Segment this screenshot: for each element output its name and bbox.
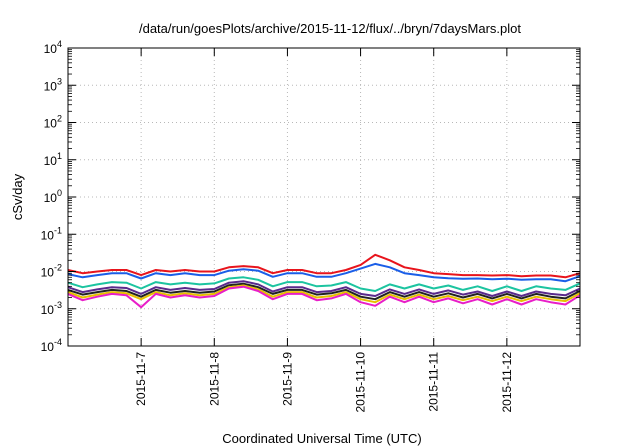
series-line-teal [67,276,581,292]
y-tick-label: 102 [44,114,62,131]
y-tick-label: 104 [44,39,62,56]
x-axis-label: Coordinated Universal Time (UTC) [222,431,421,446]
x-tick-label: 2015-11-7 [134,352,148,406]
axis-ticks [68,47,580,347]
y-tick-label: 100 [44,188,62,205]
series-line-yellow [67,284,581,304]
series-line-purple [67,280,581,297]
chart-title: /data/run/goesPlots/archive/2015-11-12/f… [139,21,521,36]
x-tick-label: 2015-11-8 [207,352,221,406]
y-tick-label: 10-1 [41,225,62,242]
x-tick-label: 2015-11-10 [354,352,368,413]
y-tick-label: 10-3 [41,300,62,317]
data-series [67,253,581,309]
y-tick-labels: 10-4 10-3 10-2 10-1 100 101 102 103 104 [41,39,62,354]
series-line-blue [67,262,581,283]
x-tick-label: 2015-11-9 [280,352,294,406]
y-tick-label: 101 [44,151,62,168]
y-tick-label: 103 [44,76,62,93]
x-tick-label: 2015-11-12 [500,352,514,413]
series-line-black [67,282,581,301]
y-tick-label: 10-2 [41,263,62,280]
x-tick-labels: 2015-11-7 2015-11-8 2015-11-9 2015-11-10 201… [134,352,514,413]
series-line-red [67,253,581,279]
y-tick-label: 10-4 [41,337,62,354]
y-axis-label: cSv/day [10,173,25,220]
x-tick-label: 2015-11-11 [427,352,441,412]
series-line-magenta [67,285,581,309]
